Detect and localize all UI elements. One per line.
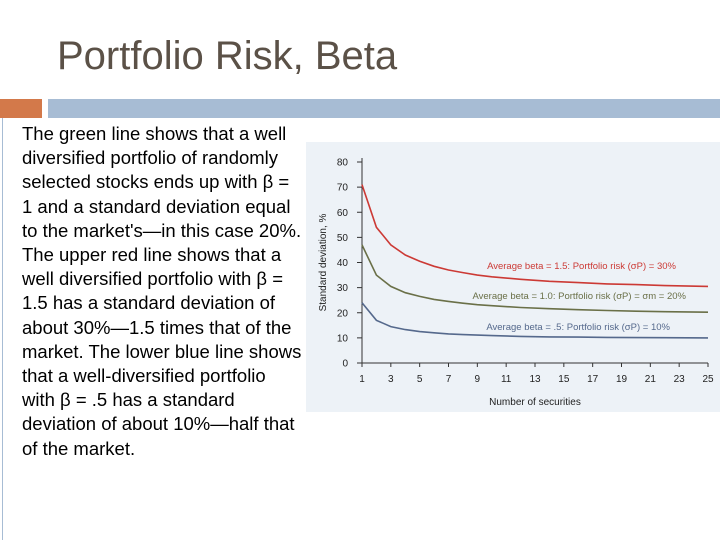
y-tick-label: 60 <box>337 208 349 219</box>
x-tick-label: 17 <box>587 374 599 385</box>
series-annotation-2: Average beta = 1.0: Portfolio risk (σP) … <box>472 291 686 302</box>
x-tick-label: 23 <box>674 374 686 385</box>
y-tick-label: 0 <box>342 359 348 370</box>
y-tick-label: 50 <box>337 233 349 244</box>
x-tick-label: 9 <box>475 374 481 385</box>
y-tick-label: 30 <box>337 283 349 294</box>
slide-title: Portfolio Risk, Beta <box>57 34 398 78</box>
chart-container: 0 10 20 30 40 50 60 70 80 1 3 5 7 9 11 13 15 17 19 21 23 25 Nu… <box>306 142 720 412</box>
body-text: The green line shows that a well diversi… <box>22 123 302 459</box>
x-tick-label: 1 <box>359 374 365 385</box>
series-line-3 <box>361 302 709 339</box>
x-tick-label: 11 <box>501 374 512 385</box>
x-axis-label: Number of securities <box>489 397 581 408</box>
chart-series <box>361 184 709 339</box>
x-tick-label: 13 <box>529 374 541 385</box>
x-tick-label: 5 <box>417 374 423 385</box>
y-tick-label: 80 <box>337 158 349 169</box>
y-axis-label: Standard deviation, % <box>318 213 329 311</box>
series-line-1 <box>361 184 709 288</box>
y-tick-label: 40 <box>337 258 349 269</box>
chart-background <box>306 142 720 412</box>
y-tick-label: 20 <box>337 308 349 319</box>
accent-bar-orange <box>0 99 42 118</box>
accent-bar-blue <box>48 99 720 118</box>
chart-annotations: Average beta = 1.5: Portfolio risk (σP) … <box>472 261 686 333</box>
y-tick-label: 70 <box>337 183 349 194</box>
x-tick-label: 15 <box>558 374 570 385</box>
y-tick-label: 10 <box>337 333 349 344</box>
x-tick-label: 7 <box>446 374 452 385</box>
x-tick-label: 3 <box>388 374 394 385</box>
series-annotation-3: Average beta = .5: Portfolio risk (σP) =… <box>486 322 670 333</box>
x-tick-label: 21 <box>645 374 657 385</box>
x-tick-label: 25 <box>702 374 714 385</box>
left-rule <box>2 118 3 540</box>
x-tick-label: 19 <box>616 374 628 385</box>
series-line-2 <box>361 244 709 313</box>
series-annotation-1: Average beta = 1.5: Portfolio risk (σP) … <box>487 261 676 272</box>
